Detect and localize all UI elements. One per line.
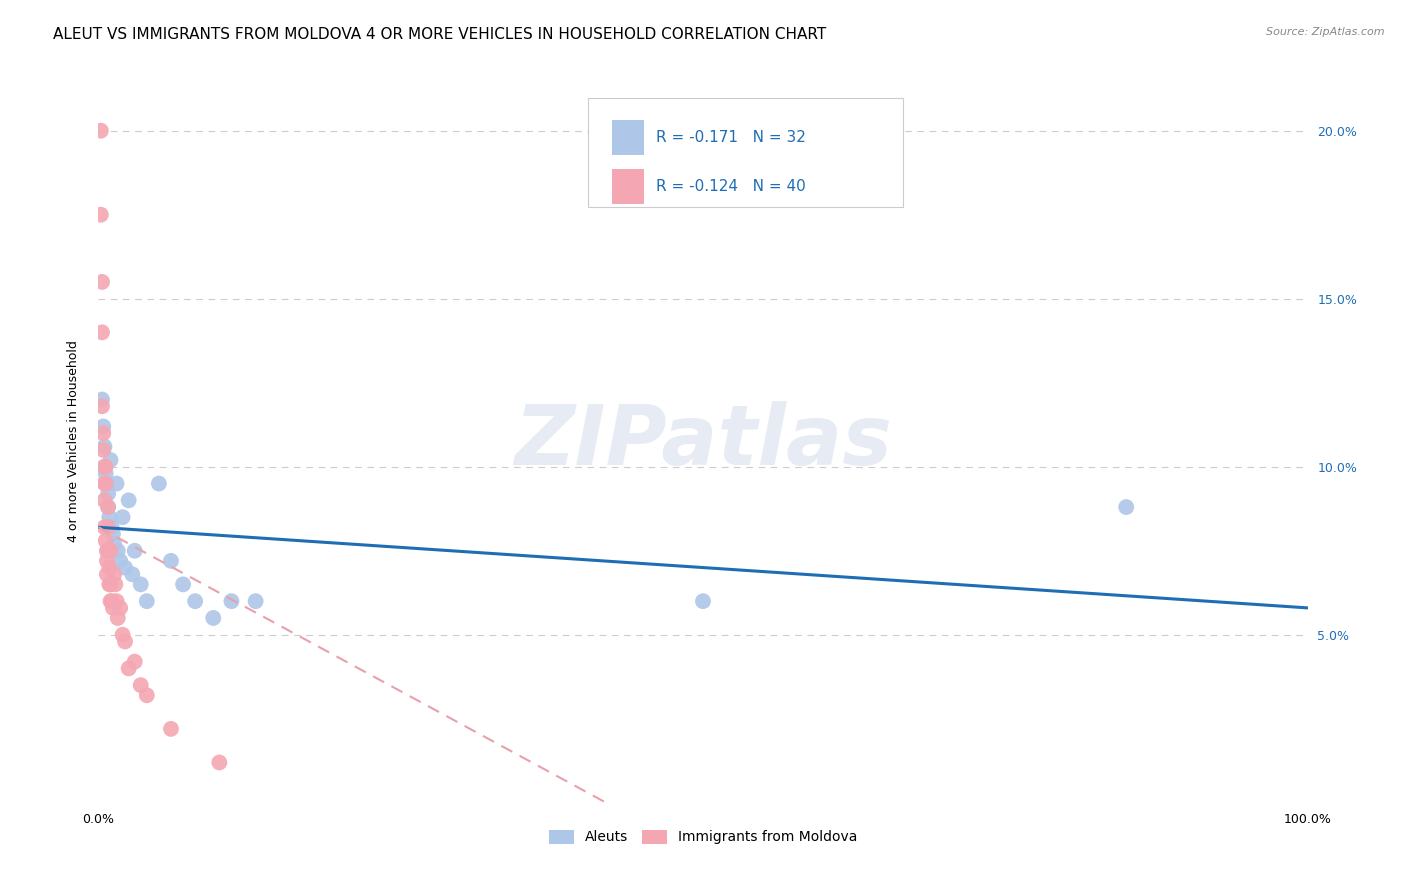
Point xyxy=(96,567,118,582)
Point xyxy=(108,554,131,568)
Point xyxy=(93,476,115,491)
Point xyxy=(114,634,136,648)
Point xyxy=(105,476,128,491)
Point xyxy=(160,722,183,736)
Text: ZIPatlas: ZIPatlas xyxy=(515,401,891,482)
Point xyxy=(97,500,120,514)
Point xyxy=(97,500,120,514)
Point xyxy=(91,326,114,340)
Point xyxy=(93,459,115,474)
Point xyxy=(160,554,183,568)
Point xyxy=(692,594,714,608)
Point xyxy=(148,476,170,491)
Point xyxy=(93,493,115,508)
Point xyxy=(91,399,114,413)
Point xyxy=(124,655,146,669)
Point xyxy=(97,486,120,500)
Point xyxy=(91,392,114,407)
Point xyxy=(94,467,117,481)
Point xyxy=(93,520,115,534)
Point xyxy=(91,275,114,289)
Point xyxy=(91,426,114,441)
Text: Source: ZipAtlas.com: Source: ZipAtlas.com xyxy=(1267,27,1385,37)
FancyBboxPatch shape xyxy=(613,169,644,204)
Point xyxy=(94,476,117,491)
Point xyxy=(111,628,134,642)
FancyBboxPatch shape xyxy=(588,98,903,207)
Point xyxy=(96,543,118,558)
Point xyxy=(104,577,127,591)
Point xyxy=(111,510,134,524)
Point xyxy=(96,476,118,491)
Point xyxy=(135,688,157,702)
Point xyxy=(107,611,129,625)
Point xyxy=(93,440,115,454)
Point xyxy=(90,208,112,222)
Point xyxy=(100,594,122,608)
Point xyxy=(184,594,207,608)
Point xyxy=(98,510,121,524)
Point xyxy=(135,594,157,608)
Point xyxy=(202,611,225,625)
Point xyxy=(114,560,136,574)
Point xyxy=(96,554,118,568)
Point xyxy=(121,567,143,582)
Point xyxy=(91,442,114,457)
Point xyxy=(100,520,122,534)
Point xyxy=(1115,500,1137,514)
Point xyxy=(94,533,117,548)
Point xyxy=(91,419,114,434)
Point xyxy=(97,520,120,534)
Text: R = -0.171   N = 32: R = -0.171 N = 32 xyxy=(655,130,806,145)
Point xyxy=(101,527,124,541)
FancyBboxPatch shape xyxy=(613,120,644,154)
Point xyxy=(118,661,141,675)
Point xyxy=(93,459,115,474)
Point xyxy=(100,594,122,608)
Point xyxy=(208,756,231,770)
Point xyxy=(100,577,122,591)
Point xyxy=(118,493,141,508)
Point xyxy=(221,594,243,608)
Point xyxy=(124,543,146,558)
Legend: Aleuts, Immigrants from Moldova: Aleuts, Immigrants from Moldova xyxy=(543,824,863,850)
Point xyxy=(245,594,267,608)
Point xyxy=(107,543,129,558)
Point xyxy=(100,543,122,558)
Point xyxy=(108,600,131,615)
Point xyxy=(97,543,120,558)
Point xyxy=(101,600,124,615)
Point xyxy=(98,577,121,591)
Text: R = -0.124   N = 40: R = -0.124 N = 40 xyxy=(655,179,806,194)
Point xyxy=(98,560,121,574)
Point xyxy=(100,453,122,467)
Point xyxy=(172,577,194,591)
Point xyxy=(129,678,152,692)
Point xyxy=(103,537,125,551)
Point xyxy=(94,459,117,474)
Text: ALEUT VS IMMIGRANTS FROM MOLDOVA 4 OR MORE VEHICLES IN HOUSEHOLD CORRELATION CHA: ALEUT VS IMMIGRANTS FROM MOLDOVA 4 OR MO… xyxy=(53,27,827,42)
Point xyxy=(129,577,152,591)
Point xyxy=(105,594,128,608)
Point xyxy=(90,124,112,138)
Y-axis label: 4 or more Vehicles in Household: 4 or more Vehicles in Household xyxy=(67,341,80,542)
Point xyxy=(103,567,125,582)
